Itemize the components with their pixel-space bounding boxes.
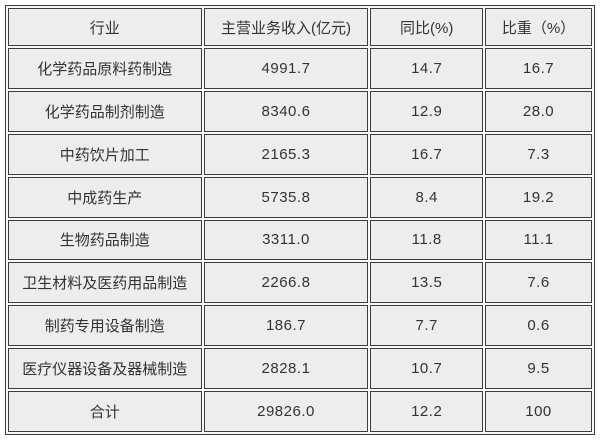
cell-share: 19.2 bbox=[485, 176, 592, 218]
table-row: 制药专用设备制造 186.7 7.7 0.6 bbox=[8, 305, 592, 347]
cell-industry: 化学药品制剂制造 bbox=[8, 90, 202, 132]
cell-share: 0.6 bbox=[485, 305, 592, 347]
cell-share: 28.0 bbox=[485, 90, 592, 132]
cell-revenue: 3311.0 bbox=[203, 219, 369, 261]
cell-yoy: 8.4 bbox=[370, 176, 484, 218]
cell-revenue: 2165.3 bbox=[203, 133, 369, 175]
cell-revenue: 186.7 bbox=[203, 305, 369, 347]
table-header: 行业 主营业务收入(亿元) 同比(%) 比重（%） bbox=[8, 8, 592, 46]
cell-share: 9.5 bbox=[485, 348, 592, 389]
header-share: 比重（%） bbox=[485, 8, 592, 46]
cell-yoy: 12.9 bbox=[370, 90, 484, 132]
table-row: 中药饮片加工 2165.3 16.7 7.3 bbox=[8, 133, 592, 175]
cell-share: 16.7 bbox=[485, 48, 592, 89]
cell-industry: 中药饮片加工 bbox=[8, 133, 202, 175]
cell-industry: 中成药生产 bbox=[8, 176, 202, 218]
header-industry: 行业 bbox=[8, 8, 202, 46]
cell-share: 7.6 bbox=[485, 262, 592, 304]
cell-revenue: 2266.8 bbox=[203, 262, 369, 304]
cell-industry: 合计 bbox=[8, 391, 202, 432]
cell-share: 7.3 bbox=[485, 133, 592, 175]
table-row: 化学药品原料药制造 4991.7 14.7 16.7 bbox=[8, 48, 592, 89]
cell-yoy: 13.5 bbox=[370, 262, 484, 304]
cell-yoy: 7.7 bbox=[370, 305, 484, 347]
cell-yoy: 14.7 bbox=[370, 48, 484, 89]
cell-yoy: 11.8 bbox=[370, 219, 484, 261]
cell-revenue: 2828.1 bbox=[203, 348, 369, 389]
cell-revenue: 5735.8 bbox=[203, 176, 369, 218]
cell-share: 11.1 bbox=[485, 219, 592, 261]
cell-industry: 化学药品原料药制造 bbox=[8, 48, 202, 89]
table-body: 化学药品原料药制造 4991.7 14.7 16.7 化学药品制剂制造 8340.6 12.… bbox=[8, 48, 592, 432]
cell-revenue: 4991.7 bbox=[203, 48, 369, 89]
cell-revenue: 8340.6 bbox=[203, 90, 369, 132]
cell-share: 100 bbox=[485, 391, 592, 432]
table-row: 生物药品制造 3311.0 11.8 11.1 bbox=[8, 219, 592, 261]
table-row: 医疗仪器设备及器械制造 2828.1 10.7 9.5 bbox=[8, 348, 592, 389]
cell-industry: 医疗仪器设备及器械制造 bbox=[8, 348, 202, 389]
table-row: 合计 29826.0 12.2 100 bbox=[8, 391, 592, 432]
cell-revenue: 29826.0 bbox=[203, 391, 369, 432]
cell-yoy: 16.7 bbox=[370, 133, 484, 175]
cell-industry: 生物药品制造 bbox=[8, 219, 202, 261]
table-row: 化学药品制剂制造 8340.6 12.9 28.0 bbox=[8, 90, 592, 132]
cell-industry: 卫生材料及医药用品制造 bbox=[8, 262, 202, 304]
industry-revenue-table: 行业 主营业务收入(亿元) 同比(%) 比重（%） 化学药品原料药制造 4991.… bbox=[5, 5, 595, 435]
cell-industry: 制药专用设备制造 bbox=[8, 305, 202, 347]
header-yoy: 同比(%) bbox=[370, 8, 484, 46]
header-row: 行业 主营业务收入(亿元) 同比(%) 比重（%） bbox=[8, 8, 592, 46]
cell-yoy: 10.7 bbox=[370, 348, 484, 389]
cell-yoy: 12.2 bbox=[370, 391, 484, 432]
table-row: 卫生材料及医药用品制造 2266.8 13.5 7.6 bbox=[8, 262, 592, 304]
table-row: 中成药生产 5735.8 8.4 19.2 bbox=[8, 176, 592, 218]
header-revenue: 主营业务收入(亿元) bbox=[203, 8, 369, 46]
